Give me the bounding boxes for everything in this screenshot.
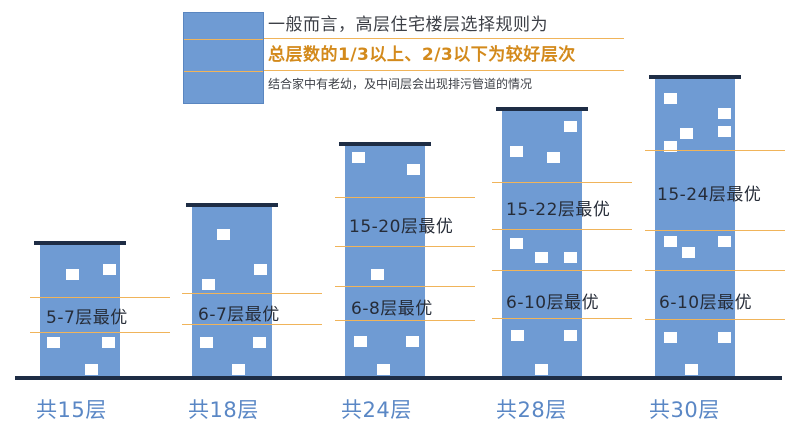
total-floors-label: 共30层 (649, 394, 720, 424)
optimal-band-line (645, 319, 785, 320)
legend-divider (264, 38, 624, 39)
legend-rule-highlight: 总层数的1/3以上、2/3以下为较好层次 (268, 40, 576, 65)
legend-rule-note: 结合家中有老幼，及中间层会出现排污管道的情况 (268, 75, 532, 92)
optimal-band-line (30, 332, 170, 333)
optimal-floor-label: 6-7层最优 (198, 300, 280, 325)
window (535, 364, 548, 375)
window (564, 252, 577, 263)
window (511, 330, 524, 341)
window (377, 364, 390, 375)
building-28-floors (502, 111, 582, 376)
window (103, 264, 116, 275)
window (200, 337, 213, 348)
ground-line (15, 376, 782, 380)
building-30-floors (655, 79, 735, 376)
optimal-floor-label: 15-24层最优 (657, 180, 761, 205)
window (685, 364, 698, 375)
optimal-floor-label: 6-10层最优 (659, 288, 752, 313)
legend-rule-title: 一般而言，高层住宅楼层选择规则为 (268, 10, 548, 35)
optimal-band-line (645, 270, 785, 271)
optimal-floor-label: 15-22层最优 (506, 195, 610, 220)
optimal-band-line (30, 297, 170, 298)
window (66, 269, 79, 280)
legend-band-line (184, 71, 263, 72)
optimal-band-line (645, 150, 785, 151)
legend-divider (264, 70, 624, 71)
building-24-floors (345, 146, 425, 376)
window (718, 332, 731, 343)
optimal-band-line (335, 197, 475, 198)
window (371, 269, 384, 280)
total-floors-label: 共24层 (341, 394, 412, 424)
window (718, 236, 731, 247)
window (664, 93, 677, 104)
window (510, 238, 523, 249)
optimal-band-line (335, 320, 475, 321)
window (718, 108, 731, 119)
window (664, 332, 677, 343)
window (102, 337, 115, 348)
window (535, 252, 548, 263)
window (254, 264, 267, 275)
optimal-floor-label: 5-7层最优 (46, 303, 128, 328)
window (664, 236, 677, 247)
optimal-floor-label: 15-20层最优 (349, 212, 453, 237)
window (406, 336, 419, 347)
optimal-band-line (335, 246, 475, 247)
window (680, 128, 693, 139)
optimal-band-line (492, 318, 632, 319)
optimal-band-line (335, 286, 475, 287)
window (253, 337, 266, 348)
legend-band-line (184, 39, 263, 40)
window (85, 364, 98, 375)
window (718, 126, 731, 137)
window (564, 330, 577, 341)
window (202, 279, 215, 290)
building-18-floors (192, 207, 272, 376)
optimal-band-line (182, 293, 322, 294)
legend-building-icon (183, 12, 264, 104)
optimal-band-line (492, 229, 632, 230)
window (354, 336, 367, 347)
total-floors-label: 共28层 (496, 394, 567, 424)
optimal-band-line (492, 182, 632, 183)
optimal-band-line (645, 230, 785, 231)
window (564, 121, 577, 132)
optimal-floor-label: 6-10层最优 (506, 288, 599, 313)
window (510, 146, 523, 157)
window (217, 229, 230, 240)
window (47, 337, 60, 348)
window (407, 164, 420, 175)
window (682, 247, 695, 258)
optimal-floor-label: 6-8层最优 (351, 294, 433, 319)
window (547, 152, 560, 163)
optimal-band-line (492, 270, 632, 271)
total-floors-label: 共15层 (36, 394, 107, 424)
total-floors-label: 共18层 (188, 394, 259, 424)
window (232, 364, 245, 375)
window (352, 152, 365, 163)
